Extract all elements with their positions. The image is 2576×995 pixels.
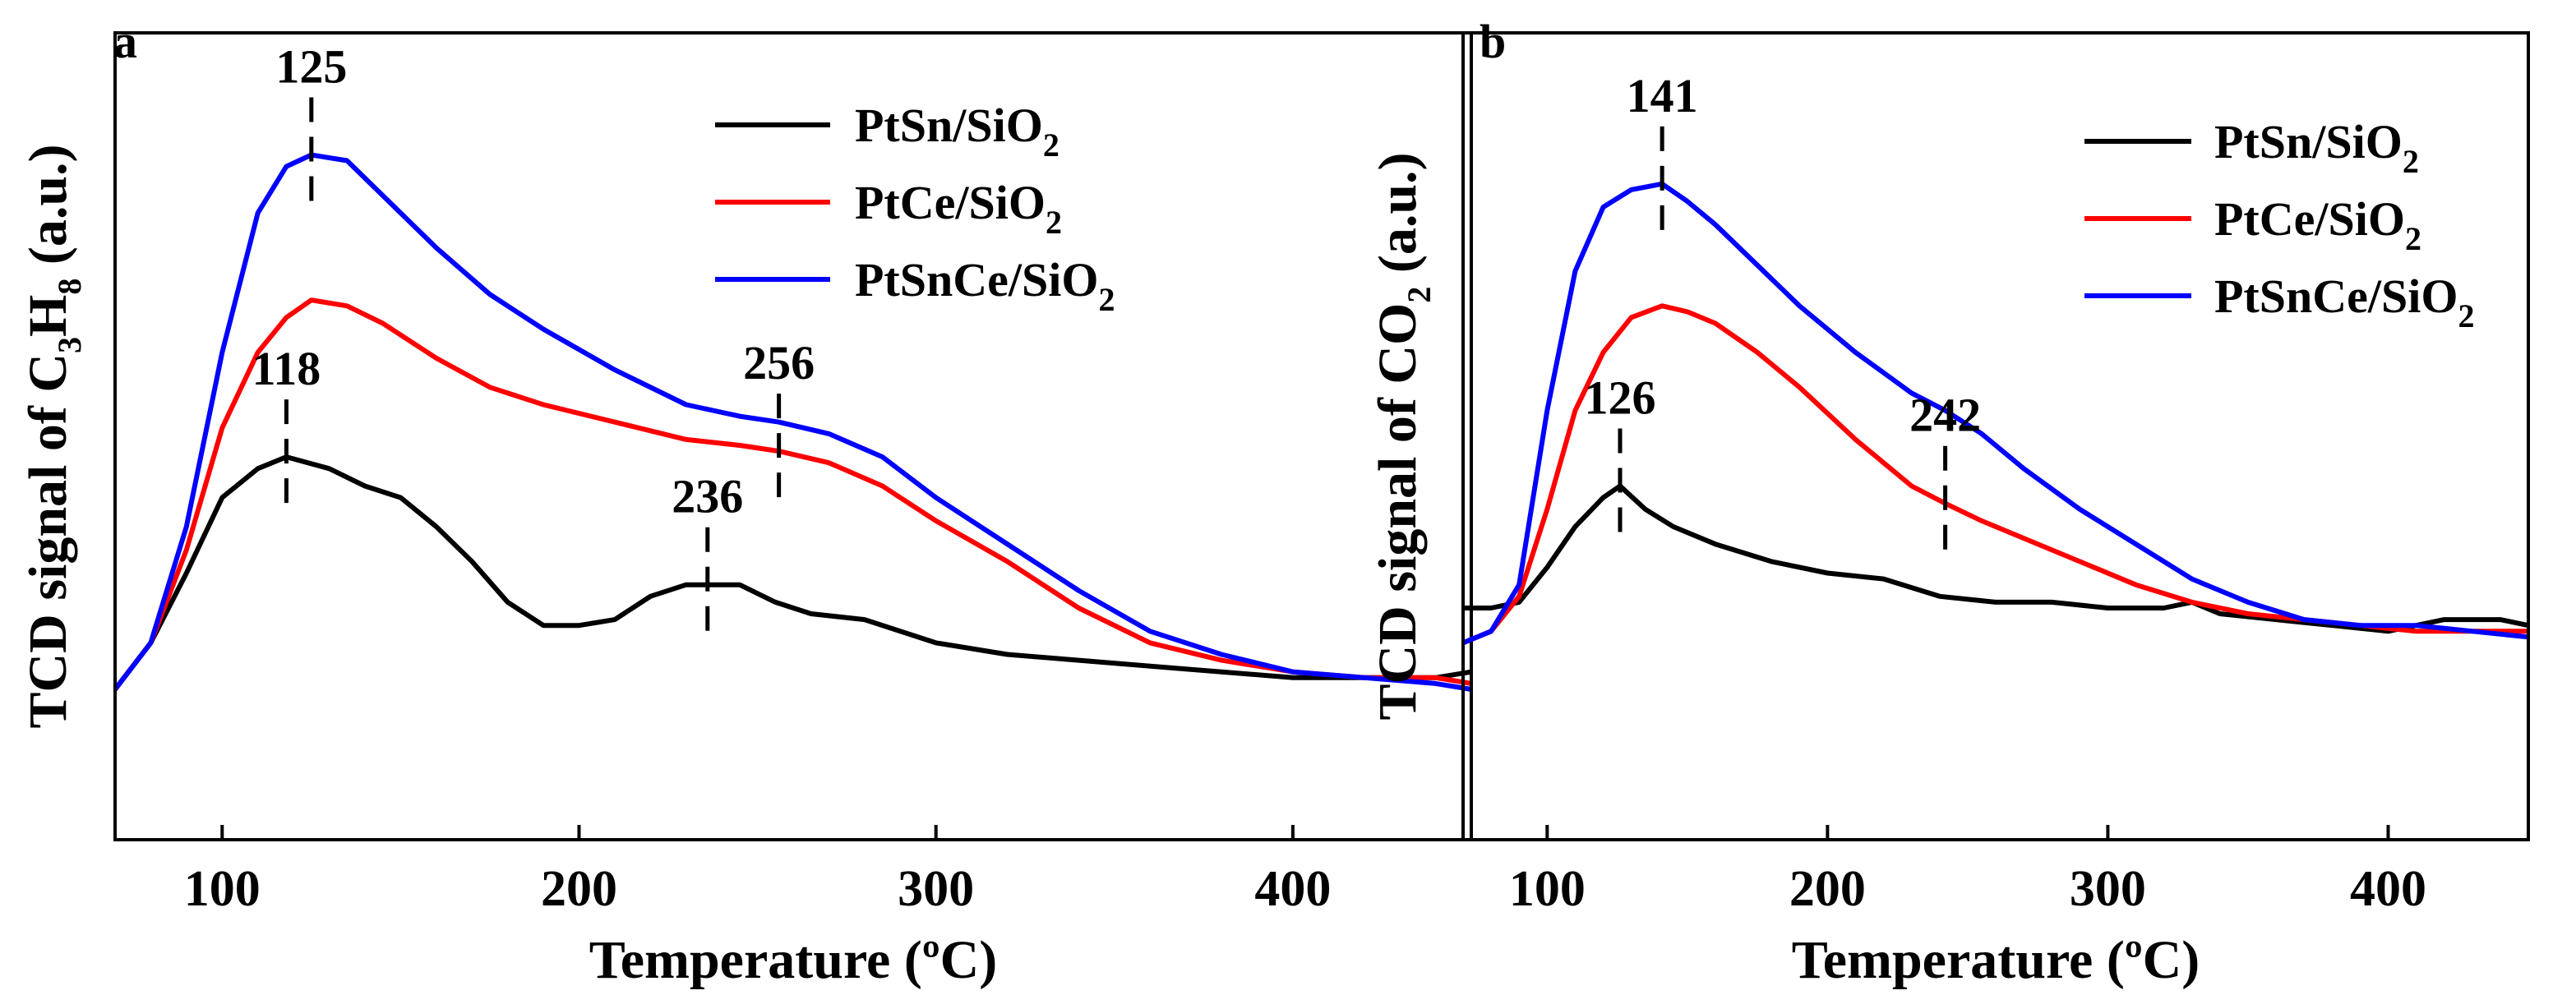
x-axis-title-b: Temperature (ºC) [1792,930,2200,990]
legend-label-text: PtSn/SiO [855,99,1043,152]
plot-frame-b [1461,31,2530,841]
peak-label-a-1: 118 [252,342,321,395]
y-axis-title-b: TCD signal of CO2 (a.u.) [1368,152,1438,720]
y-axis-title-subscript: 2 [1401,287,1438,303]
y-axis-title-text: (a.u.) [1368,152,1428,286]
legend-label-a-0: PtSn/SiO2 [855,99,1059,164]
series-line-b-0 [1463,483,2529,634]
peak-label-a-0: 125 [275,39,347,93]
x-tick-label-a-2: 300 [898,861,974,917]
peak-label-a-2: 236 [672,470,743,523]
series-line-b-1 [1461,303,2528,646]
legend-label-b-0: PtSn/SiO2 [2214,115,2419,180]
panel-letter-b: b [1480,15,1506,68]
x-tick-label-b-2: 300 [2070,861,2146,917]
x-tick-label-a-0: 100 [184,861,261,917]
peak-label-b-0: 141 [1627,69,1698,122]
legend-label-subscript: 2 [2403,143,2419,180]
chart-panel-b: 100 200 300 400 Temperature (ºC) TCD signal o… [1368,15,2530,990]
legend-label-text: PtSnCe/SiO [855,253,1099,306]
legend-label-subscript: 2 [1099,281,1115,318]
y-axis-title-text: TCD signal of C [18,353,78,729]
x-tick-label-b-0: 100 [1509,861,1586,917]
y-axis-title-subscript: 8 [51,279,88,295]
x-tick-label-b-3: 400 [2350,861,2426,917]
x-tick-label-a-3: 400 [1254,861,1331,917]
legend-label-subscript: 2 [2405,220,2421,257]
y-axis-title-text: (a.u.) [18,144,78,278]
series-line-a-1 [113,297,1472,691]
legend-label-b-2: PtSnCe/SiO2 [2214,269,2475,334]
legend-label-subscript: 2 [1043,127,1059,164]
legend-label-text: PtCe/SiO [2214,192,2405,246]
y-axis-title-text: H [18,295,78,337]
y-axis-title-a: TCD signal of C3H8 (a.u.) [18,144,88,728]
y-axis-title-subscript: 3 [51,337,88,353]
peak-label-b-2: 242 [1909,389,1981,442]
legend-label-subscript: 2 [1046,204,1062,241]
series-line-a-0 [113,454,1472,691]
legend-label-text: PtSn/SiO [2214,115,2403,168]
panel-letter-a: a [113,15,137,68]
series-line-a-2 [113,152,1472,692]
legend-label-text: PtSnCe/SiO [2214,269,2458,323]
legend-label-b-1: PtCe/SiO2 [2214,192,2421,257]
chart-panel-a: 100 200 300 400 Temperature (ºC) TCD signal o… [18,15,1473,990]
plot-frame-a [113,31,1473,841]
series-line-b-2 [1461,181,2529,646]
legend-label-a-1: PtCe/SiO2 [855,176,1062,241]
legend-label-subscript: 2 [2458,297,2475,334]
x-axis-title-a: Temperature (ºC) [589,930,998,990]
peak-label-a-3: 256 [743,336,815,389]
peak-label-b-1: 126 [1584,371,1655,424]
x-tick-label-b-1: 200 [1789,861,1866,917]
legend-label-a-2: PtSnCe/SiO2 [855,253,1115,318]
y-axis-title-text: TCD signal of CO [1368,303,1428,721]
x-tick-label-a-1: 200 [541,861,617,917]
legend-label-text: PtCe/SiO [855,176,1046,229]
